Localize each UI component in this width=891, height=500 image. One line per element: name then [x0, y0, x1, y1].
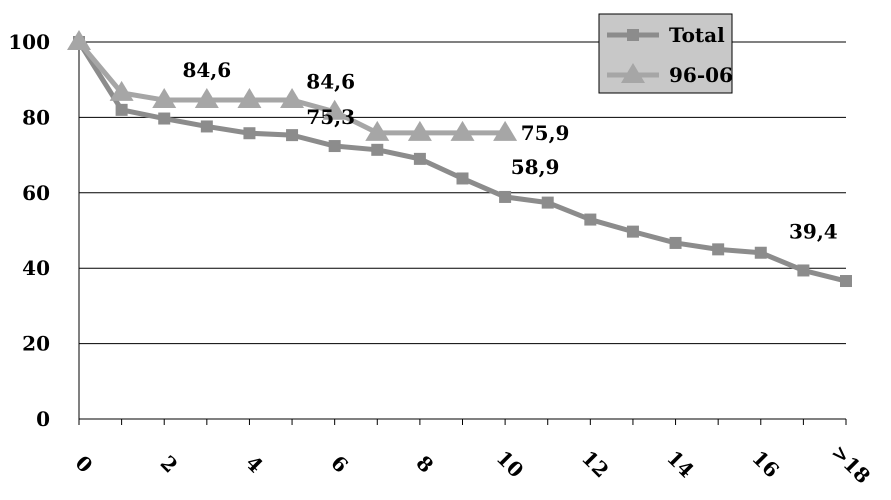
data-point-square	[712, 243, 725, 256]
legend-triangle-marker	[621, 63, 645, 83]
data-label: 58,9	[511, 155, 560, 179]
data-point-square	[286, 129, 299, 142]
series-line-96-06	[77, 40, 506, 136]
data-point-triangle	[365, 120, 390, 141]
data-point-triangle	[407, 120, 432, 141]
y-tick-label: 60	[22, 181, 50, 205]
data-point-square	[413, 152, 426, 165]
x-axis-tick-labels: 0 2 4 6 8 10 12 14 16 >18	[71, 440, 876, 489]
data-label: 84,6	[182, 58, 231, 82]
gridlines	[79, 41, 846, 345]
data-point-square	[797, 264, 810, 277]
data-point-square	[328, 140, 341, 153]
data-point-triangle	[194, 88, 219, 109]
series-layer	[67, 30, 852, 288]
legend: Total 96-06	[598, 13, 733, 94]
data-label: 75,3	[306, 105, 355, 129]
data-point-square	[840, 275, 852, 288]
data-point-square	[584, 213, 597, 226]
data-point-square	[158, 112, 171, 125]
x-tick-label: 12	[577, 446, 614, 483]
data-point-square	[626, 225, 639, 238]
data-label: 84,6	[306, 70, 355, 94]
x-tick-label: 6	[326, 451, 353, 478]
data-point-triangle	[67, 30, 91, 50]
y-tick-label: 20	[22, 332, 50, 356]
x-tick-label: 10	[492, 446, 529, 483]
x-tick-label: >18	[827, 440, 876, 489]
data-point-square	[669, 236, 682, 249]
data-point-square	[754, 246, 767, 259]
legend-label: Total	[669, 23, 725, 47]
data-point-square	[115, 103, 128, 116]
x-tick-label: 4	[241, 451, 268, 478]
data-label: 39,4	[789, 219, 838, 243]
legend-square-marker	[627, 29, 639, 41]
data-point-triangle	[322, 99, 347, 120]
data-point-square	[200, 120, 213, 133]
data-point-triangle	[450, 120, 475, 141]
x-tick-label: 8	[411, 451, 438, 478]
x-tick-label: 16	[747, 446, 784, 483]
y-tick-label: 0	[36, 407, 50, 431]
y-tick-label: 40	[22, 256, 50, 280]
data-point-square	[541, 196, 554, 209]
axes	[78, 42, 847, 425]
y-tick-label: 100	[8, 30, 50, 54]
data-point-triangle	[493, 120, 518, 141]
data-point-square	[456, 172, 469, 185]
x-tick-label: 0	[71, 451, 98, 478]
data-point-triangle	[280, 88, 305, 109]
legend-label: 96-06	[669, 63, 733, 87]
data-point-triangle	[152, 88, 177, 109]
y-axis-tick-labels: 0 20 40 60 80 100	[8, 30, 50, 431]
data-label: 75,9	[521, 121, 570, 145]
data-point-triangle	[109, 80, 134, 101]
data-point-square	[371, 143, 384, 156]
data-point-square	[499, 190, 512, 203]
data-point-square	[243, 127, 256, 140]
legend-box	[598, 13, 733, 94]
x-tick-label: 14	[662, 446, 699, 483]
data-point-triangle	[237, 88, 262, 109]
y-tick-label: 80	[22, 105, 50, 129]
x-tick-label: 2	[156, 451, 183, 478]
data-labels: 84,6 84,6 75,3 75,9 58,9 39,4	[182, 58, 837, 243]
